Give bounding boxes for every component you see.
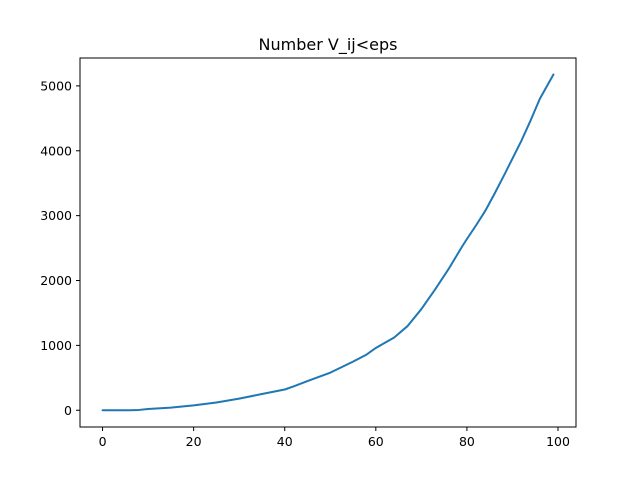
chart-title: Number V_ij<eps [259,35,398,55]
x-tick-label: 20 [186,434,202,449]
y-axis: 0 1000 2000 3000 4000 5000 [40,78,80,418]
y-tick-label: 3000 [40,208,72,223]
x-axis: 0 20 40 60 80 100 [99,427,570,449]
x-tick-label: 40 [277,434,293,449]
x-tick-label: 100 [546,434,570,449]
x-tick-label: 80 [459,434,475,449]
y-tick-label: 4000 [40,143,72,158]
plot-area [101,73,555,412]
x-tick-label: 60 [368,434,384,449]
y-tick-label: 0 [64,403,72,418]
series-line-0 [101,73,555,412]
y-tick-label: 5000 [40,78,72,93]
x-tick-label: 0 [99,434,107,449]
y-tick-label: 1000 [40,338,72,353]
y-tick-label: 2000 [40,273,72,288]
axes-frame [79,57,577,428]
